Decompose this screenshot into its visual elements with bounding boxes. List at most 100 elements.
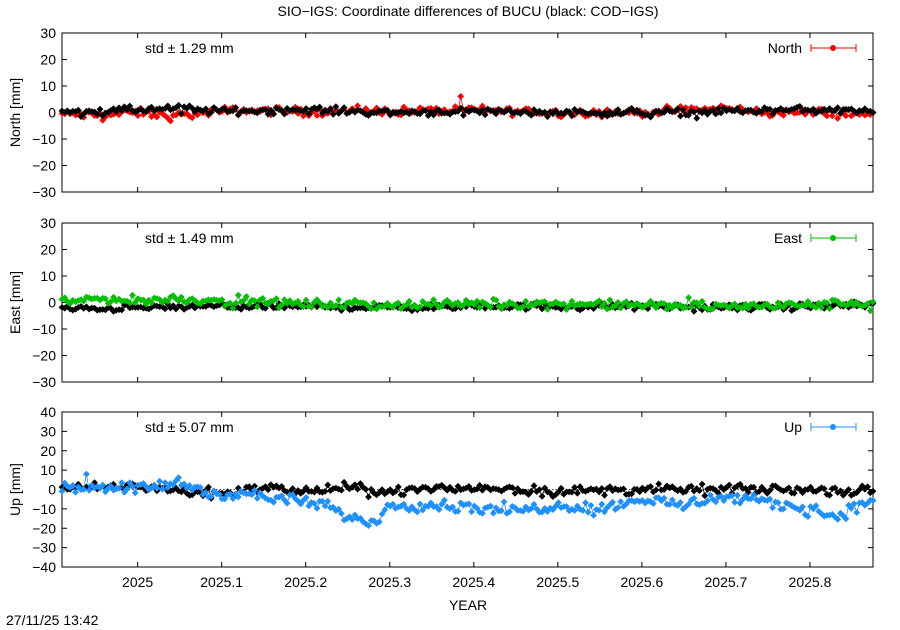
data-point: [685, 294, 692, 301]
data-point: [677, 112, 684, 120]
data-point: [324, 304, 332, 311]
data-point: [826, 491, 833, 499]
data-point: [731, 498, 739, 506]
data-point: [601, 491, 608, 499]
data-point: [869, 109, 877, 117]
data-point: [487, 303, 494, 311]
data-point: [207, 109, 215, 116]
data-point: [438, 500, 446, 508]
y-tick-label: −30: [32, 374, 56, 390]
data-point: [823, 112, 831, 120]
data-point: [460, 112, 467, 119]
data-point: [153, 113, 161, 121]
x-tick-label: 2025: [122, 574, 153, 590]
data-point: [332, 302, 340, 309]
data-point: [668, 496, 676, 504]
data-point: [93, 110, 101, 118]
data-point: [476, 304, 484, 312]
data-point: [565, 108, 573, 116]
y-tick-label: −20: [32, 348, 56, 364]
std-label: std ± 5.07 mm: [145, 419, 234, 435]
data-point: [500, 498, 508, 506]
data-point: [123, 485, 131, 493]
std-label: std ± 1.49 mm: [145, 230, 234, 246]
data-point: [302, 494, 310, 501]
legend-marker: [830, 45, 836, 51]
data-point: [828, 112, 836, 120]
data-point: [473, 297, 481, 305]
data-point: [232, 104, 239, 111]
data-point: [281, 110, 288, 118]
data-point: [384, 106, 391, 114]
data-point: [847, 504, 855, 512]
data-point: [422, 107, 429, 114]
data-point: [381, 506, 389, 514]
data-point: [451, 103, 459, 110]
data-point: [335, 296, 343, 304]
data-point: [305, 110, 313, 118]
data-point: [270, 110, 277, 118]
data-point: [251, 486, 258, 494]
y-axis-label: East [mm]: [7, 271, 23, 334]
data-point: [58, 487, 66, 495]
data-point: [272, 295, 280, 302]
y-tick-label: 30: [40, 215, 56, 231]
data-point: [365, 493, 372, 501]
data-point: [598, 500, 606, 508]
data-point: [175, 101, 182, 109]
data-point: [161, 305, 169, 313]
data-point: [769, 504, 776, 512]
data-point: [251, 482, 258, 490]
y-tick-label: 20: [40, 52, 56, 68]
data-point: [126, 299, 134, 307]
legend-marker: [830, 235, 836, 241]
data-point: [167, 117, 174, 125]
data-point: [544, 113, 551, 120]
y-tick-label: 20: [40, 242, 56, 258]
data-point: [674, 105, 682, 112]
data-point: [715, 105, 722, 112]
y-tick-label: 0: [48, 482, 56, 498]
data-point: [243, 293, 250, 300]
x-tick-label: 2025.8: [789, 574, 832, 590]
data-point: [465, 500, 473, 508]
data-point: [226, 490, 234, 498]
x-tick-label: 2025.6: [620, 574, 663, 590]
data-point: [774, 499, 782, 506]
x-tick-label: 2025.1: [200, 574, 243, 590]
data-point: [153, 484, 161, 492]
data-point: [215, 490, 223, 498]
data-point: [232, 300, 239, 307]
data-point: [568, 112, 576, 120]
data-point: [571, 484, 578, 491]
data-point: [815, 299, 823, 307]
data-point: [289, 485, 296, 492]
data-point: [557, 484, 565, 492]
data-point: [302, 296, 310, 304]
y-tick-label: 20: [40, 443, 56, 459]
data-point: [229, 305, 237, 312]
data-point: [864, 483, 871, 491]
data-point: [419, 506, 427, 514]
data-point: [234, 291, 242, 299]
data-point: [468, 508, 475, 516]
data-point: [598, 485, 606, 492]
y-tick-label: 0: [48, 105, 56, 121]
data-point: [367, 305, 375, 313]
data-point: [378, 486, 386, 493]
data-point: [541, 108, 549, 116]
data-point: [310, 500, 318, 507]
data-point: [614, 106, 622, 114]
data-point: [96, 105, 104, 113]
data-point: [177, 293, 185, 301]
data-point: [427, 302, 435, 309]
data-point: [321, 502, 329, 510]
data-point: [457, 93, 465, 100]
data-point: [302, 105, 310, 112]
data-point: [687, 303, 695, 311]
data-point: [660, 494, 668, 502]
data-point: [226, 299, 234, 307]
data-point: [706, 491, 714, 499]
data-point: [69, 482, 77, 490]
data-point: [449, 503, 456, 511]
